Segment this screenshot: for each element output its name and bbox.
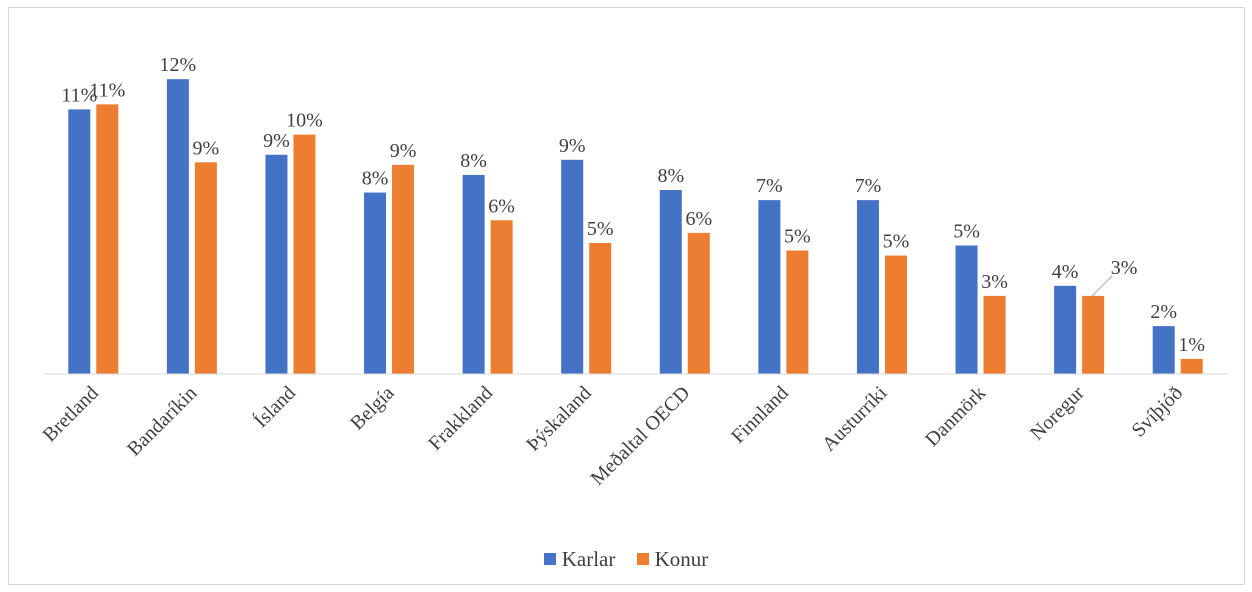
bar-karlar-me-altal-oecd	[659, 190, 682, 374]
legend-item-karlar: Karlar	[543, 546, 616, 572]
bar-karlar-i-sland	[265, 154, 288, 374]
data-label-karlar-bretland: 11%	[61, 84, 97, 106]
bar-konur-austurri-ki	[884, 255, 907, 374]
bar-karlar-danmo-rk	[955, 245, 978, 374]
data-label-konur-austurri-ki: 5%	[883, 231, 910, 253]
data-label-karlar-austurri-ki: 7%	[855, 175, 882, 197]
category-label-noregur: Noregur	[1026, 382, 1089, 445]
category-label-me-altal-oecd: Meðaltal OECD	[586, 382, 694, 490]
bar-konur-bandari-kin	[194, 162, 217, 374]
data-label-konur-bretland: 11%	[89, 79, 125, 101]
category-label-bandari-kin: Bandaríkin	[123, 382, 201, 460]
category-label-frakkland: Frakkland	[424, 382, 497, 455]
data-label-konur-frakkland: 6%	[488, 195, 515, 217]
data-label-karlar-noregur: 4%	[1052, 261, 1079, 283]
legend-label-karlar: Karlar	[561, 546, 616, 571]
category-label-bretland: Bretland	[39, 382, 103, 446]
bar-karlar-austurri-ki	[856, 200, 879, 374]
category-label-danmo-rk: Danmörk	[921, 382, 990, 451]
data-label-konur-belgi-a: 9%	[390, 140, 417, 162]
legend-label-konur: Konur	[654, 546, 709, 571]
bar-karlar-frakkland	[462, 174, 485, 374]
bar-karlar-finnland	[758, 200, 781, 374]
bar-karlar-bandari-kin	[166, 79, 189, 374]
category-label-y-skaland: Þýskaland	[522, 382, 596, 456]
data-label-konur-bandari-kin: 9%	[193, 137, 220, 159]
data-label-karlar-frakkland: 8%	[460, 150, 487, 172]
legend: Karlar Konur	[0, 546, 1252, 572]
bar-konur-frakkland	[490, 220, 513, 374]
legend-item-konur: Konur	[636, 546, 709, 572]
bar-konur-y-skaland	[589, 242, 612, 374]
bar-karlar-belgi-a	[364, 192, 387, 374]
bar-konur-bretland	[96, 104, 119, 375]
bar-konur-belgi-a	[392, 164, 415, 374]
category-label-austurri-ki: Austurríki	[818, 382, 892, 456]
bar-konur-i-sland	[293, 134, 316, 374]
bar-karlar-noregur	[1054, 285, 1077, 374]
data-label-karlar-y-skaland: 9%	[559, 135, 586, 157]
data-label-konur-finnland: 5%	[784, 226, 811, 248]
category-label-belgi-a: Belgía	[346, 382, 399, 435]
bar-karlar-svi-jo	[1152, 326, 1175, 374]
data-label-konur-me-altal-oecd: 6%	[685, 208, 712, 230]
data-label-karlar-me-altal-oecd: 8%	[657, 165, 684, 187]
bar-karlar-bretland	[68, 109, 91, 375]
data-label-karlar-danmo-rk: 5%	[953, 220, 980, 242]
bar-karlar-y-skaland	[561, 159, 584, 374]
bar-konur-finnland	[786, 250, 809, 374]
data-label-konur-y-skaland: 5%	[587, 218, 614, 240]
data-label-konur-noregur: 3%	[1111, 257, 1138, 279]
data-label-karlar-finnland: 7%	[756, 175, 783, 197]
data-label-karlar-bandari-kin: 12%	[160, 54, 197, 76]
data-label-konur-danmo-rk: 3%	[981, 271, 1008, 293]
legend-swatch-konur	[636, 553, 649, 565]
category-label-finnland: Finnland	[727, 382, 793, 448]
category-label-svi-jo: Svíþjóð	[1128, 382, 1188, 442]
category-label-i-sland: Ísland	[249, 381, 300, 432]
bar-konur-noregur	[1082, 295, 1105, 374]
legend-swatch-karlar	[543, 553, 556, 565]
data-label-karlar-belgi-a: 8%	[362, 168, 389, 190]
data-label-konur-i-sland: 10%	[286, 110, 323, 132]
bar-konur-me-altal-oecd	[687, 232, 710, 374]
data-label-karlar-svi-jo: 2%	[1150, 301, 1177, 323]
bar-konur-svi-jo	[1180, 358, 1203, 374]
data-label-konur-svi-jo: 1%	[1178, 334, 1205, 356]
chart-frame	[8, 7, 1245, 585]
bar-konur-danmo-rk	[983, 295, 1006, 374]
leader-line-konur-noregur	[1091, 275, 1113, 297]
data-label-karlar-i-sland: 9%	[263, 130, 290, 152]
